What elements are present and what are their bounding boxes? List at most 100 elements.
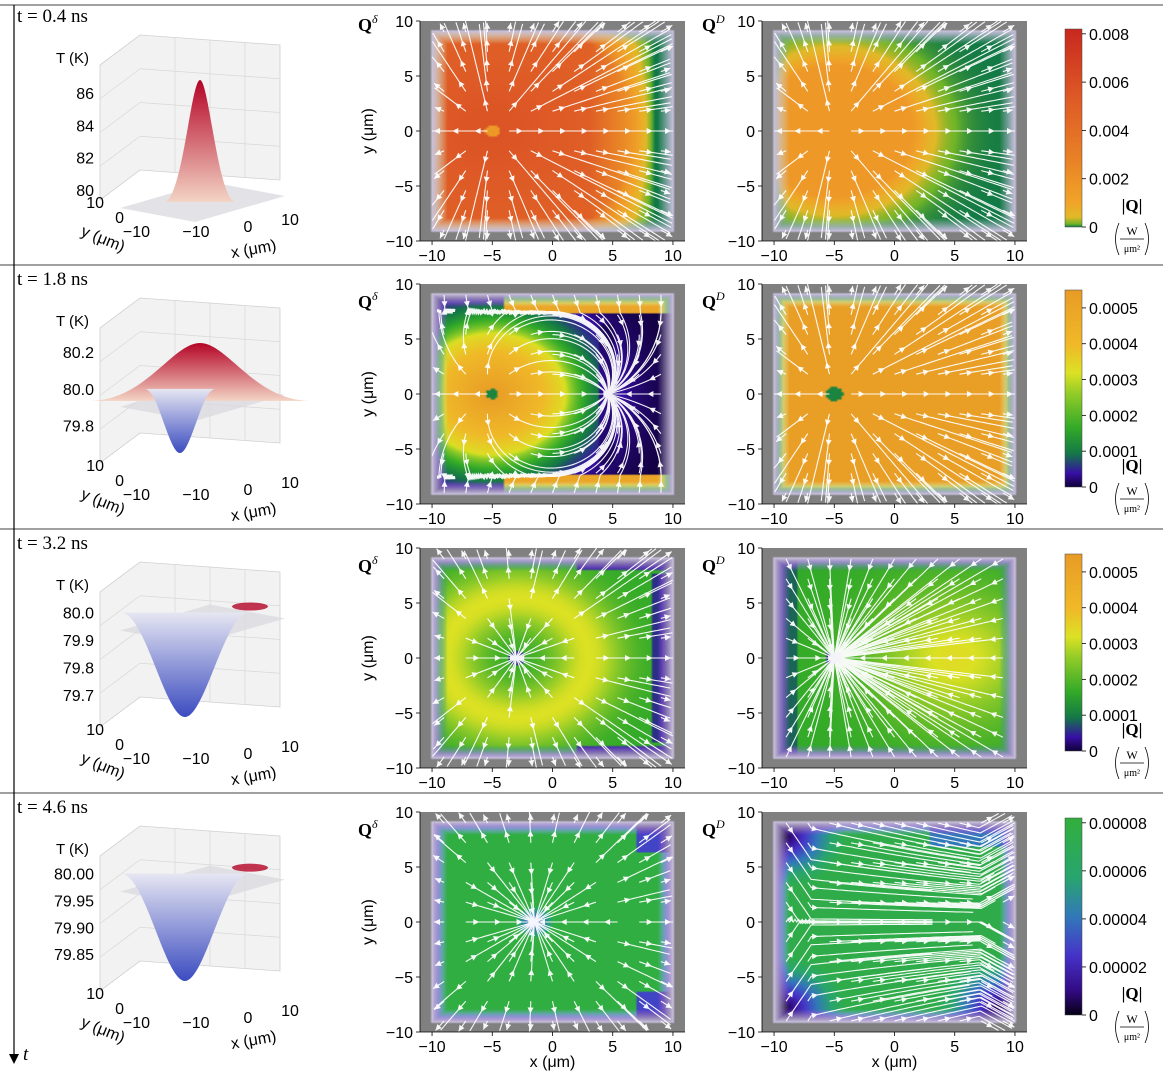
stream-arrow <box>664 695 671 702</box>
stream-arrow <box>460 215 467 222</box>
surface-z-tick: 84 <box>76 118 94 135</box>
stream-arrow <box>943 85 951 92</box>
stream-arrow <box>616 339 623 347</box>
stream-arrow <box>554 213 561 221</box>
streamline <box>638 209 672 228</box>
stream-arrow <box>434 149 442 156</box>
surface-x-label: x (μm) <box>230 764 278 789</box>
stream-arrow <box>853 416 860 424</box>
stream-arrow <box>986 474 993 480</box>
stream-arrow <box>848 232 855 240</box>
stream-arrow <box>484 39 491 46</box>
stream-arrow <box>800 343 807 351</box>
stream-arrow <box>652 423 659 431</box>
stream-arrow <box>441 301 448 308</box>
stream-arrow <box>584 883 592 890</box>
panel-label: Qδ <box>358 553 378 576</box>
stream-arrow <box>664 614 671 621</box>
stream-arrow <box>875 345 882 352</box>
stream-arrow <box>624 633 631 640</box>
stream-arrow <box>623 86 631 93</box>
streamlines <box>785 558 1004 758</box>
surface-x-tick: 10 <box>281 739 299 756</box>
x-tick-label: 0 <box>890 248 899 265</box>
streamline <box>851 949 1015 969</box>
streamline <box>981 189 1013 204</box>
stream-arrow <box>900 413 908 419</box>
streamline <box>785 952 932 1002</box>
colorbar-gradient <box>1064 289 1083 488</box>
stream-arrow <box>858 880 865 887</box>
stream-arrow <box>486 438 493 446</box>
streamline <box>595 549 662 600</box>
stream-arrow <box>488 687 495 694</box>
stream-arrow <box>504 831 511 838</box>
stream-arrow <box>504 1006 511 1013</box>
stream-arrow <box>643 1003 650 1010</box>
streamline <box>937 62 1013 92</box>
stream-arrow <box>1007 231 1015 237</box>
streamline <box>981 369 1015 375</box>
streamline <box>552 72 671 112</box>
stream-arrow <box>461 758 467 766</box>
x-tick-label: −5 <box>483 775 501 792</box>
stream-arrow <box>486 300 492 307</box>
time-axis-arrow <box>9 1054 19 1064</box>
stream-arrow <box>857 1016 865 1023</box>
x-tick-label: 0 <box>890 775 899 792</box>
stream-arrow <box>1005 330 1013 337</box>
stream-arrow <box>988 128 995 134</box>
stream-arrow <box>966 1016 973 1023</box>
stream-arrow <box>989 636 996 643</box>
x-tick-label: 0 <box>548 511 557 528</box>
stream-arrow <box>806 745 813 752</box>
streamline <box>439 453 445 478</box>
stream-arrow <box>490 884 498 891</box>
stream-arrow <box>530 299 536 307</box>
streamline <box>860 673 1004 758</box>
surface-z-tick: 80.00 <box>54 867 94 884</box>
stream-arrow <box>577 42 584 50</box>
stream-arrow <box>547 867 554 875</box>
colorbar-tick-label: 0.0002 <box>1089 408 1138 425</box>
stream-arrow <box>458 1024 465 1032</box>
stream-arrow <box>471 638 479 644</box>
x-tick-label: 5 <box>608 511 617 528</box>
stream-arrow <box>538 391 545 397</box>
stream-arrow <box>1008 46 1015 52</box>
streamline <box>894 283 1002 355</box>
streamline <box>834 657 982 718</box>
streamline <box>436 413 467 479</box>
streamline <box>937 452 1013 497</box>
stream-arrow <box>877 368 885 374</box>
stream-arrow <box>507 685 514 692</box>
stream-arrow <box>811 825 818 832</box>
stream-arrow <box>1007 942 1015 949</box>
surface-z-label: T (K) <box>56 841 89 858</box>
stream-arrow <box>966 880 973 887</box>
stream-arrow <box>484 22 491 29</box>
colorbar-tick-label: 0.0001 <box>1089 708 1138 725</box>
stream-arrow <box>433 414 440 421</box>
stream-arrow <box>510 951 516 958</box>
streamline <box>937 886 1014 905</box>
stream-arrow <box>902 128 908 134</box>
stream-arrow <box>879 860 887 867</box>
stream-arrow <box>556 171 564 178</box>
stream-arrow <box>644 45 651 51</box>
stream-arrow <box>527 1007 534 1014</box>
stream-arrow <box>622 190 630 197</box>
streamline <box>833 558 852 658</box>
stream-arrow <box>885 708 892 715</box>
stream-arrow <box>581 128 588 134</box>
stream-arrow <box>489 971 496 978</box>
streamline <box>440 1000 467 1031</box>
stream-arrow <box>508 969 515 977</box>
stream-arrow <box>506 232 513 240</box>
stream-arrow <box>664 1022 672 1029</box>
stream-arrow <box>559 312 566 319</box>
streamline <box>573 189 644 241</box>
streamline <box>469 812 488 844</box>
stream-arrow <box>547 950 553 957</box>
